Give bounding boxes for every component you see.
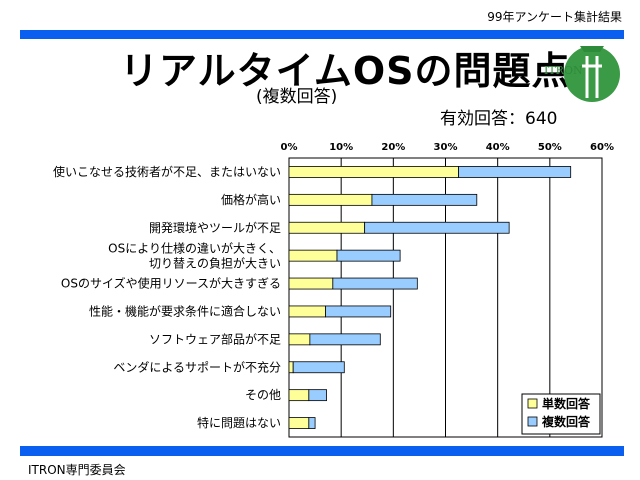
footer-credit: ITRON専門委員会 [28,463,126,477]
top-accent-bar [20,30,624,39]
itron-logo-text: ITRON [544,64,583,77]
x-tick-label: 10% [329,142,353,153]
survey-note: 99年アンケート集計結果 [487,10,622,24]
bar-single [288,166,459,178]
bar-single [288,305,326,318]
bar-single [288,361,294,374]
bar-single [288,193,373,206]
bar-single [288,389,310,402]
bar-multiple [332,277,418,290]
bottom-accent-bar [20,446,624,456]
bar-multiple [325,305,392,318]
legend-swatch [527,416,538,427]
page-subtitle: (複数回答) [256,87,338,107]
category-label: 特に問題はない [197,415,281,430]
category-label: 開発環境やツールが不足 [149,220,281,235]
bar-single [288,333,311,346]
legend-label: 単数回答 [542,396,591,411]
category-label: ソフトウェア部品が不足 [149,331,281,346]
bar-single [288,277,334,290]
bar-single [288,221,366,234]
category-label: OSにより仕様の違いが大きく、切り替えの負担が大きい [108,241,281,271]
respondent-count: 有効回答：640 [440,109,558,129]
category-label: 性能・機能が要求条件に適合しない [89,303,281,318]
category-label: その他 [245,388,281,402]
bar-single [288,417,310,429]
x-tick-label: 50% [538,142,562,153]
bar-multiple [292,361,345,374]
x-tick-label: 40% [486,142,510,153]
bar-multiple [308,389,327,402]
x-tick-label: 0% [281,142,298,153]
x-tick-label: 30% [434,142,458,153]
legend-swatch [527,398,538,409]
legend-label: 複数回答 [541,414,591,429]
x-tick-label: 60% [590,142,614,153]
bar-multiple [371,193,478,206]
itron-logo [564,46,620,102]
bar-multiple [364,221,510,234]
x-tick-label: 20% [381,142,405,153]
category-label: ベンダによるサポートが不充分 [113,359,281,374]
category-label: 使いこなせる技術者が不足、またはいない [53,164,281,179]
bar-multiple [458,166,572,178]
category-label: 価格が高い [221,192,281,207]
page-title: リアルタイムOSの問題点 [120,49,571,93]
bar-multiple [308,417,316,429]
bar-single [288,249,338,262]
bar-multiple [336,249,401,262]
category-label: OSのサイズや使用リソースが大きすぎる [61,276,281,291]
bar-multiple [309,333,381,346]
